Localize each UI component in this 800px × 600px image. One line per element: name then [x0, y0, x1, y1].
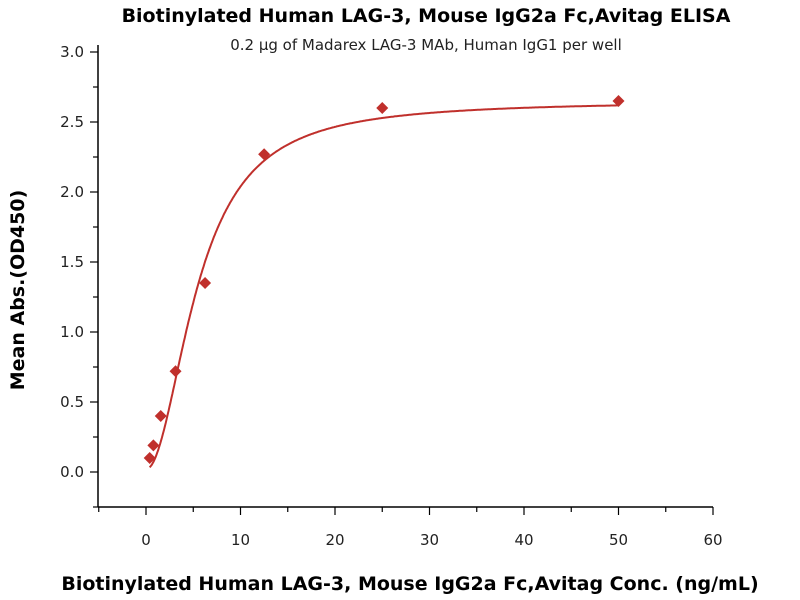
data-point: [376, 102, 389, 114]
x-tick-label: 30: [420, 531, 439, 549]
y-tick-label: 1.5: [60, 253, 84, 271]
x-tick-label: 50: [609, 531, 628, 549]
y-tick-label: 1.0: [60, 323, 84, 341]
data-point: [612, 95, 625, 107]
data-point: [143, 452, 156, 464]
y-tick-label: 2.5: [60, 113, 84, 131]
x-tick-label: 40: [514, 531, 533, 549]
y-tick-label: 2.0: [60, 183, 84, 201]
y-tick-label: 0.0: [60, 463, 84, 481]
y-tick-label: 3.0: [60, 43, 84, 61]
y-tick-label: 0.5: [60, 393, 84, 411]
data-point: [154, 410, 167, 422]
data-point: [169, 365, 182, 378]
data-point: [258, 148, 271, 161]
x-tick-label: 20: [325, 531, 344, 549]
data-point: [199, 277, 212, 289]
fit-curve: [148, 104, 619, 469]
x-tick-label: 0: [141, 531, 151, 549]
x-tick-label: 60: [703, 531, 722, 549]
chart-subtitle: 0.2 µg of Madarex LAG-3 MAb, Human IgG1 …: [230, 36, 622, 54]
x-axis-label: Biotinylated Human LAG-3, Mouse IgG2a Fc…: [61, 573, 758, 595]
x-tick-label: 10: [231, 531, 250, 549]
data-point: [147, 439, 160, 452]
chart-title: Biotinylated Human LAG-3, Mouse IgG2a Fc…: [122, 5, 731, 27]
y-axis-label: Mean Abs.(OD450): [7, 190, 29, 391]
